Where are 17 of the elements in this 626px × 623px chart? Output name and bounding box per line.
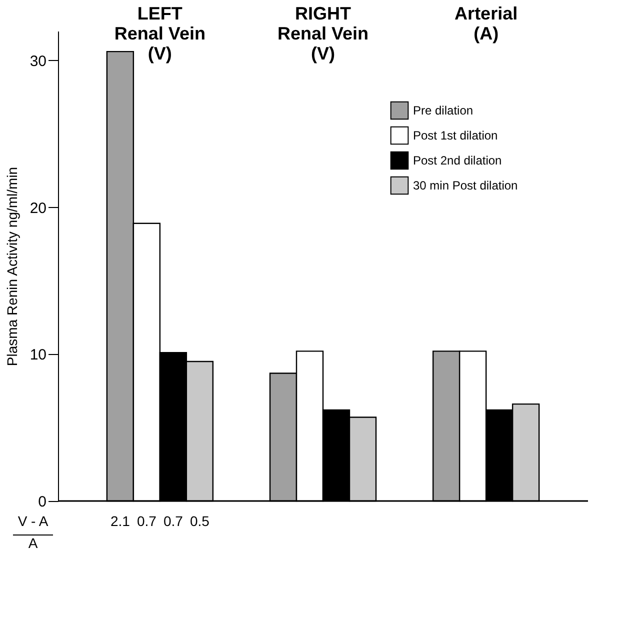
y-tick-label: 30 — [30, 52, 46, 70]
y-axis-title: Plasma Renin Activity ng/ml/min — [4, 166, 20, 366]
x-tick-label: Arterial (A) — [454, 4, 518, 44]
x-tick-label: RIGHT Renal Vein (V) — [277, 4, 369, 64]
legend-label: Post 2nd dilation — [413, 154, 502, 168]
legend-label: Post 1st dilation — [413, 128, 498, 142]
y-tick-label: 10 — [30, 346, 46, 364]
y-tick-label: 20 — [30, 200, 46, 217]
x-tick-label: LEFT Renal Vein (V) — [114, 4, 206, 64]
text: V - A A — [18, 513, 49, 551]
text: 2.1 — [110, 513, 130, 529]
y-tick-label: 0 — [38, 494, 46, 510]
text: 0.5 — [190, 513, 210, 529]
legend-label: 30 min Post dilation — [413, 178, 518, 192]
text: 0.7 — [136, 513, 157, 529]
text: 0.7 — [163, 513, 184, 529]
legend-label: Pre dilation — [413, 104, 474, 118]
